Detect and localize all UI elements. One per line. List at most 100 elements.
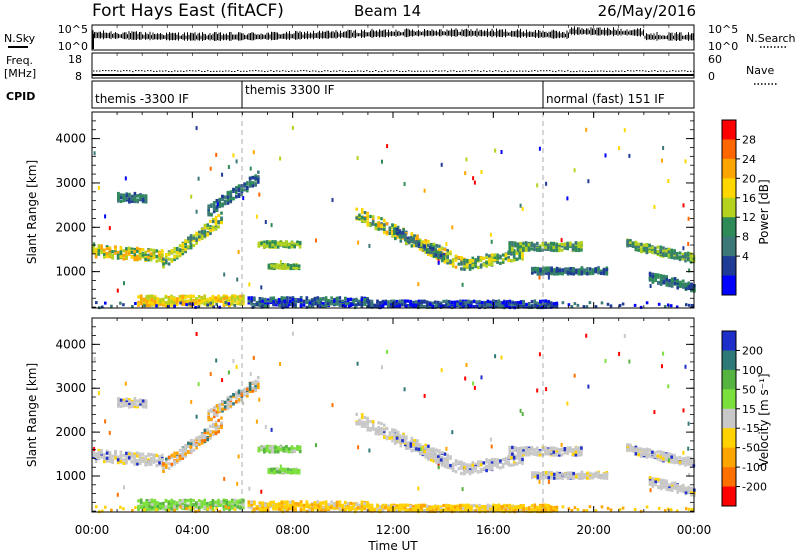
power-cell xyxy=(93,151,96,156)
power-cell xyxy=(344,304,347,308)
nave-sample xyxy=(246,70,248,72)
power-cell xyxy=(108,253,112,257)
velocity-cell xyxy=(170,504,173,508)
velocity-cell xyxy=(217,499,220,503)
power-cell xyxy=(295,264,298,268)
cpid-mode-1: themis 3300 IF xyxy=(245,83,335,97)
power-cell xyxy=(446,251,449,255)
power-cell xyxy=(170,258,174,262)
power-cell xyxy=(639,305,643,309)
power-cell xyxy=(521,257,524,261)
power-cell xyxy=(651,274,655,279)
power-cell xyxy=(539,303,542,307)
velocity-cell xyxy=(184,500,187,504)
power-cell xyxy=(125,249,128,253)
nave-sample xyxy=(147,70,149,72)
power-cell xyxy=(243,188,246,192)
nave-sample xyxy=(228,70,230,72)
power-cell xyxy=(684,259,687,263)
power-cell xyxy=(392,305,396,309)
power-cell xyxy=(386,144,389,149)
power-cell xyxy=(586,267,589,271)
power-cell xyxy=(219,299,223,303)
power-cell xyxy=(286,263,290,267)
velocity-cell xyxy=(92,449,95,453)
power-cell xyxy=(93,242,96,247)
power-cell xyxy=(119,245,123,250)
colorbar-segment xyxy=(722,139,736,160)
velocity-cell xyxy=(138,458,142,462)
power-cell xyxy=(388,226,392,230)
velocity-cell xyxy=(119,450,123,454)
power-cell xyxy=(170,300,173,304)
power-cell xyxy=(218,203,221,207)
nave-sample xyxy=(510,70,512,72)
power-cell xyxy=(219,297,223,301)
velocity-cell xyxy=(181,450,185,454)
power-cell xyxy=(512,251,516,256)
power-cell xyxy=(633,303,637,307)
power-cell xyxy=(170,250,174,255)
power-cell xyxy=(544,302,548,306)
power-cell xyxy=(402,228,405,232)
power-cell xyxy=(653,246,657,250)
power-cell xyxy=(284,302,288,306)
velocity-cell xyxy=(247,503,251,507)
nave-sample xyxy=(357,70,359,72)
power-cell xyxy=(533,268,537,272)
power-cell xyxy=(547,300,550,304)
power-cell xyxy=(195,238,198,242)
power-cell xyxy=(437,250,440,254)
velocity-cell xyxy=(141,404,145,408)
power-cell xyxy=(537,305,541,309)
velocity-cell xyxy=(198,437,201,442)
power-cell xyxy=(133,255,136,260)
nave-sample xyxy=(615,70,617,72)
power-cell xyxy=(379,302,382,306)
nave-sample xyxy=(444,70,446,72)
velocity-cell xyxy=(139,503,143,507)
velocity-cell xyxy=(144,457,147,461)
power-cell xyxy=(668,283,671,287)
velocity-cell xyxy=(178,458,182,462)
velocity-cell xyxy=(200,434,204,438)
power-cell xyxy=(388,231,392,235)
power-cell xyxy=(640,242,643,246)
power-cell xyxy=(94,250,98,254)
power-cell xyxy=(662,276,666,280)
power-cell xyxy=(302,303,306,307)
nave-trace xyxy=(93,70,695,73)
power-cell xyxy=(561,301,565,305)
power-cell xyxy=(684,284,688,288)
velocity-cell xyxy=(189,450,193,454)
power-cell xyxy=(394,225,397,229)
power-cell xyxy=(518,252,521,256)
power-cell xyxy=(279,260,282,264)
colorbar-segment xyxy=(722,217,736,238)
power-cell xyxy=(673,251,676,255)
velocity-cell xyxy=(208,503,212,507)
power-cell xyxy=(313,296,317,300)
nave-sample xyxy=(441,70,443,72)
velocity-cell xyxy=(208,501,212,505)
nave-sample xyxy=(102,70,104,72)
power-cell xyxy=(225,296,228,300)
power-cell xyxy=(162,303,165,307)
power-cell xyxy=(189,237,193,241)
velocity-cell xyxy=(189,438,193,443)
power-cell xyxy=(413,242,416,246)
power-cell xyxy=(286,296,289,300)
power-cell xyxy=(158,256,161,260)
power-cell xyxy=(297,264,301,268)
velocity-cell xyxy=(178,499,182,503)
power-cell xyxy=(437,256,440,260)
velocity-cell xyxy=(243,387,246,391)
power-cell xyxy=(489,300,492,304)
power-cell xyxy=(254,176,257,180)
power-cell xyxy=(442,254,446,259)
power-cell xyxy=(634,245,638,249)
power-cell xyxy=(440,259,444,263)
power-cell xyxy=(308,299,311,303)
power-cell xyxy=(136,194,139,198)
power-cell xyxy=(380,227,383,231)
